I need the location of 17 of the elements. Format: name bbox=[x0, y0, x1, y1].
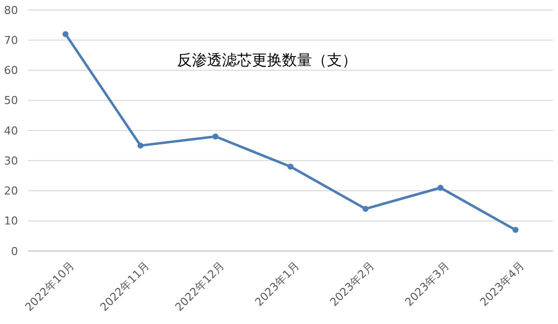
point bbox=[62, 31, 68, 38]
y-tick-label: 70 bbox=[4, 34, 18, 47]
y-tick-label: 80 bbox=[4, 4, 18, 17]
y-tick-label: 60 bbox=[4, 64, 18, 78]
point bbox=[362, 206, 368, 212]
point bbox=[512, 226, 518, 233]
text: 反渗透滤芯更换数量（支） bbox=[177, 51, 357, 69]
point bbox=[288, 164, 294, 170]
point bbox=[212, 134, 218, 140]
point bbox=[438, 184, 444, 191]
point bbox=[138, 142, 144, 149]
y-tick-label: 50 bbox=[4, 94, 18, 108]
y-tick-label: 20 bbox=[4, 184, 18, 198]
y-tick-label: 40 bbox=[4, 124, 18, 138]
y-tick-label: 30 bbox=[4, 154, 18, 168]
y-tick-label: 0 bbox=[11, 244, 18, 258]
y-tick-label: 10 bbox=[4, 214, 18, 228]
